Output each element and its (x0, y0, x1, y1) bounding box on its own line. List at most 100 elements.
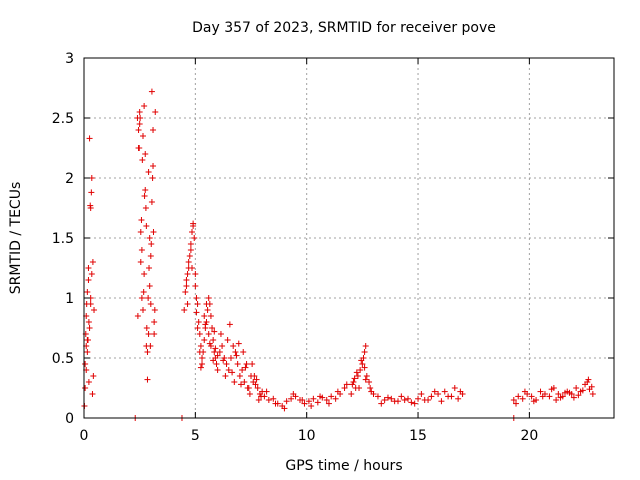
data-point (370, 391, 377, 397)
data-point (88, 189, 95, 196)
data-point (241, 379, 248, 385)
data-point (144, 376, 151, 383)
data-point (150, 163, 157, 169)
data-point (151, 331, 158, 337)
data-point (243, 361, 250, 367)
data-point (263, 388, 270, 395)
data-point (334, 388, 341, 395)
data-point (209, 325, 216, 331)
data-point (513, 400, 520, 407)
data-point (84, 337, 91, 343)
data-point (588, 383, 595, 390)
data-point (85, 379, 92, 385)
data-point (87, 205, 94, 211)
data-point (283, 398, 290, 405)
data-point (84, 349, 91, 355)
data-point (246, 391, 253, 397)
data-point (194, 301, 201, 307)
data-point (141, 103, 148, 109)
data-point (557, 394, 564, 401)
data-point (143, 223, 150, 229)
data-point (451, 385, 458, 391)
data-point (521, 388, 528, 395)
data-point (356, 385, 363, 391)
data-point (85, 277, 92, 283)
data-point (89, 391, 96, 397)
y-tick-label: 0.5 (52, 351, 74, 367)
data-point (546, 393, 553, 400)
data-point (210, 337, 217, 343)
data-point (197, 364, 204, 371)
data-point (457, 388, 464, 395)
data-point (539, 393, 546, 400)
data-point (323, 397, 330, 403)
data-point (147, 253, 154, 259)
data-point (222, 373, 229, 379)
data-point (146, 283, 153, 289)
data-point (148, 199, 155, 205)
data-point (211, 349, 218, 355)
data-point (589, 391, 596, 397)
data-point (425, 397, 432, 403)
data-point (428, 393, 435, 400)
data-point (570, 394, 577, 401)
data-point (142, 187, 149, 193)
data-point (187, 241, 194, 247)
data-point (141, 193, 148, 199)
data-point (214, 352, 221, 359)
data-point (579, 387, 586, 394)
data-point (374, 393, 381, 400)
data-point (147, 301, 154, 307)
data-point (332, 395, 339, 402)
data-point (562, 389, 569, 396)
data-point (184, 271, 191, 277)
data-point (216, 349, 223, 355)
data-point (150, 229, 157, 235)
data-point (244, 385, 251, 391)
data-point (203, 301, 210, 307)
data-point (214, 367, 221, 373)
y-tick-label: 1.5 (52, 231, 74, 247)
data-point (235, 340, 242, 347)
data-point (137, 259, 144, 265)
data-point (148, 241, 155, 247)
data-point (190, 223, 197, 229)
data-point (187, 247, 194, 253)
x-tick-label: 15 (409, 428, 427, 444)
data-point (301, 400, 308, 407)
data-point (254, 385, 261, 391)
data-point (139, 157, 146, 163)
data-point (136, 109, 143, 115)
data-point (361, 364, 368, 371)
data-point (441, 388, 448, 395)
data-point (415, 395, 422, 402)
x-tick-label: 0 (80, 428, 89, 444)
data-point (548, 386, 555, 393)
data-point (82, 385, 89, 391)
data-point (388, 395, 395, 402)
data-point (359, 361, 366, 367)
data-point (240, 349, 247, 355)
data-point (348, 391, 355, 397)
data-point (148, 88, 155, 95)
data-point (261, 393, 268, 400)
data-point (196, 331, 203, 337)
data-point (182, 289, 189, 295)
data-point (85, 319, 92, 325)
data-point (528, 393, 535, 400)
data-point (192, 271, 199, 277)
x-tick-label: 20 (520, 428, 538, 444)
data-point (189, 265, 196, 271)
data-point (86, 135, 93, 142)
data-point (210, 357, 217, 364)
data-point (90, 373, 97, 379)
grid-lines (84, 58, 614, 418)
data-point (343, 381, 350, 388)
data-point (366, 379, 373, 385)
data-point (328, 393, 335, 400)
data-point (224, 337, 231, 343)
data-point (191, 235, 198, 241)
data-point (197, 343, 204, 349)
data-point (384, 394, 391, 401)
data-point (362, 376, 369, 383)
